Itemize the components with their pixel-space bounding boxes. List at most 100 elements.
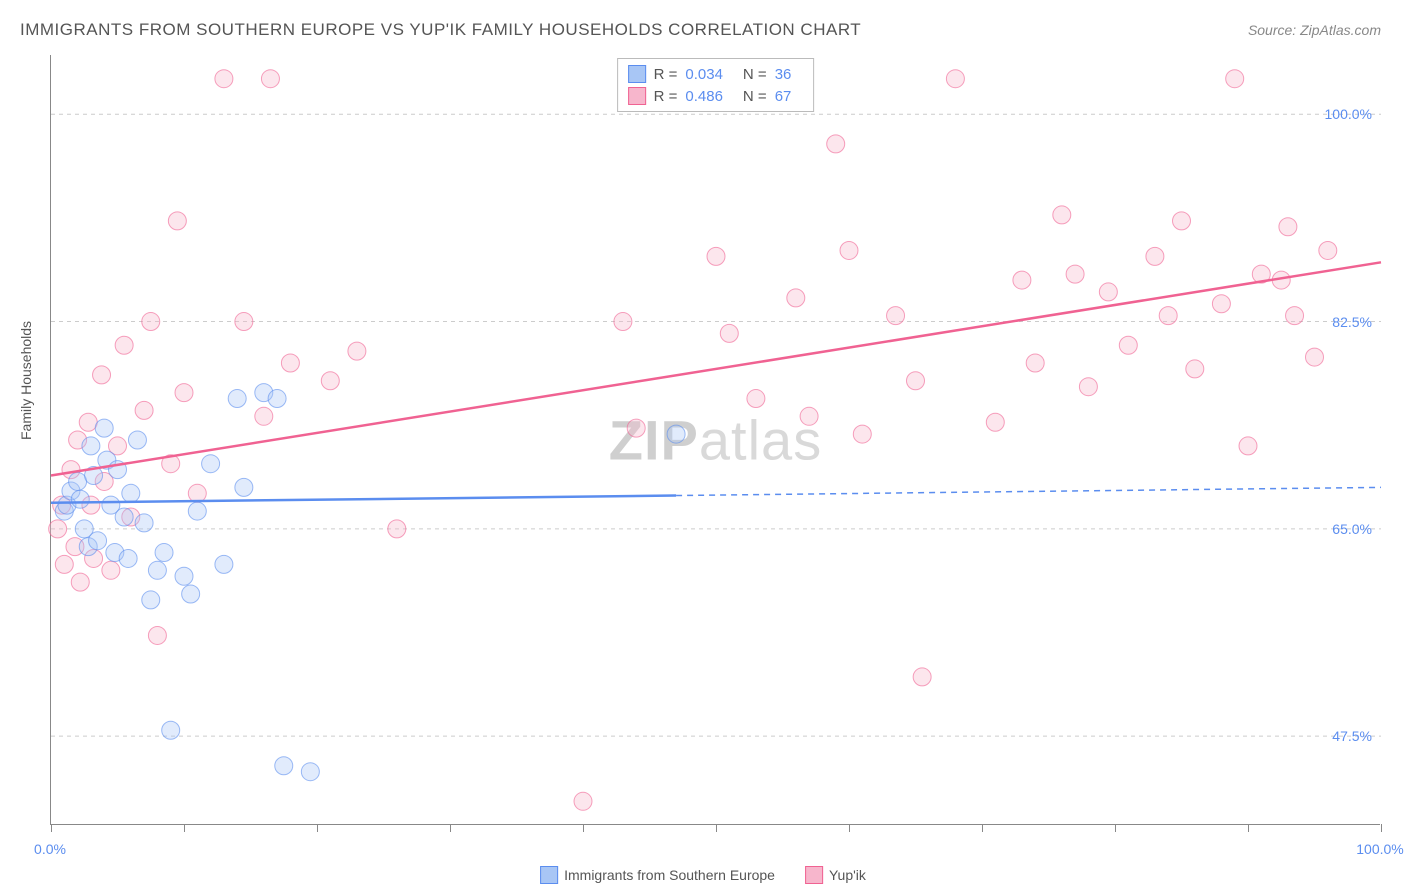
y-tick-label: 100.0% [1325,106,1372,122]
y-tick-label: 65.0% [1332,521,1372,537]
x-tick [184,824,185,832]
x-tick [1381,824,1382,832]
legend-label-blue: Immigrants from Southern Europe [564,867,775,883]
data-point [55,555,73,573]
data-point [142,313,160,331]
x-tick [317,824,318,832]
data-point [1286,307,1304,325]
data-point [202,455,220,473]
data-point [614,313,632,331]
x-tick [51,824,52,832]
x-tick-label-min: 0.0% [34,841,66,857]
data-point [840,241,858,259]
n-label: N = [743,66,767,83]
x-tick [982,824,983,832]
swatch-blue [628,65,646,83]
data-point [348,342,366,360]
data-point [175,384,193,402]
data-point [215,70,233,88]
x-tick-label-max: 100.0% [1356,841,1403,857]
data-point [907,372,925,390]
series-legend: Immigrants from Southern Europe Yup'ik [540,866,866,884]
r-label: R = [654,88,678,105]
data-point [115,336,133,354]
data-point [887,307,905,325]
data-point [986,413,1004,431]
scatter-svg [51,55,1380,824]
data-point [268,390,286,408]
data-point [175,567,193,585]
data-point [71,573,89,591]
data-point [119,549,137,567]
data-point [128,431,146,449]
x-tick [716,824,717,832]
data-point [102,561,120,579]
n-label: N = [743,88,767,105]
data-point [168,212,186,230]
r-label: R = [654,66,678,83]
data-point [1226,70,1244,88]
chart-title: IMMIGRANTS FROM SOUTHERN EUROPE VS YUP'I… [20,20,861,40]
data-point [228,390,246,408]
data-point [162,721,180,739]
n-value-blue: 36 [775,66,792,83]
data-point [321,372,339,390]
chart-plot-area: ZIPatlas R = 0.034 N = 36 R = 0.486 N = … [50,55,1380,825]
data-point [261,70,279,88]
data-point [800,407,818,425]
data-point [1079,378,1097,396]
data-point [188,484,206,502]
swatch-pink-icon [805,866,823,884]
data-point [667,425,685,443]
data-point [122,484,140,502]
data-point [215,555,233,573]
data-point [1146,247,1164,265]
r-value-blue: 0.034 [685,66,723,83]
y-axis-label: Family Households [18,321,34,440]
data-point [71,490,89,508]
legend-label-pink: Yup'ik [829,867,866,883]
trend-line [51,262,1381,475]
data-point [255,407,273,425]
x-tick [583,824,584,832]
data-point [93,366,111,384]
source-attribution: Source: ZipAtlas.com [1248,22,1381,38]
data-point [1026,354,1044,372]
data-point [148,626,166,644]
trend-line [51,496,676,503]
data-point [235,478,253,496]
legend-row-blue: R = 0.034 N = 36 [628,63,804,85]
data-point [627,419,645,437]
legend-row-pink: R = 0.486 N = 67 [628,85,804,107]
data-point [135,401,153,419]
data-point [946,70,964,88]
data-point [827,135,845,153]
legend-item-blue: Immigrants from Southern Europe [540,866,775,884]
y-tick-label: 47.5% [1332,728,1372,744]
data-point [1053,206,1071,224]
data-point [1119,336,1137,354]
data-point [115,508,133,526]
data-point [1013,271,1031,289]
data-point [1186,360,1204,378]
data-point [182,585,200,603]
data-point [1159,307,1177,325]
data-point [720,324,738,342]
data-point [188,502,206,520]
data-point [747,390,765,408]
data-point [95,419,113,437]
data-point [1306,348,1324,366]
x-tick [1115,824,1116,832]
data-point [142,591,160,609]
data-point [388,520,406,538]
data-point [82,437,100,455]
data-point [155,544,173,562]
data-point [69,472,87,490]
data-point [1212,295,1230,313]
x-tick [1248,824,1249,832]
data-point [913,668,931,686]
x-tick [849,824,850,832]
data-point [235,313,253,331]
r-value-pink: 0.486 [685,88,723,105]
swatch-pink [628,87,646,105]
